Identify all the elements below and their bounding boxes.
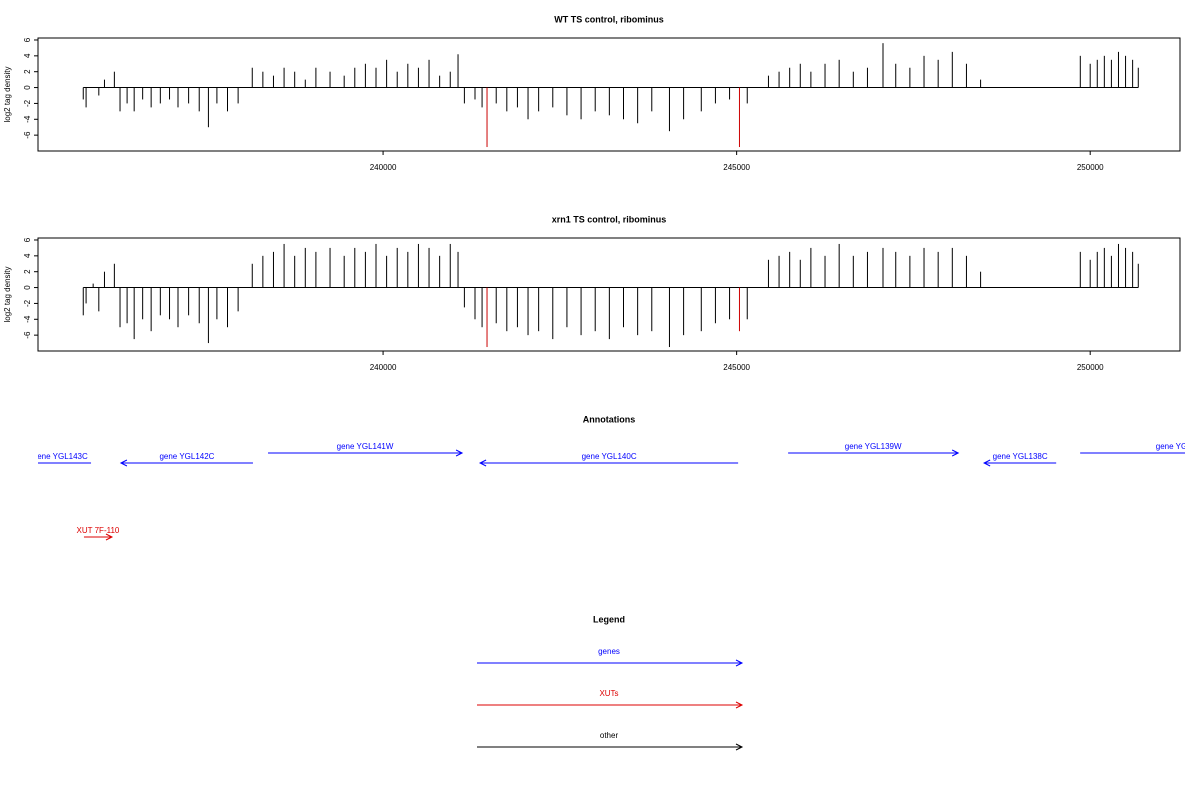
y-axis-label: log2 tag density [3,266,12,322]
x-tick-label: 240000 [370,163,397,172]
plot-frame [37,237,1181,352]
x-tick-label: 250000 [1077,163,1104,172]
y-tick-label: 0 [23,285,32,290]
feature-track: gene YGL143C gene YGL142C gene YGL141W gene… [30,442,1200,541]
feature-label: gene YGL141W [337,442,394,451]
y-tick-label: -6 [23,331,32,339]
legend-label: XUTs [599,689,618,698]
legend-label: genes [598,647,620,656]
y-tick-label: 2 [23,69,32,74]
y-tick-label: -4 [23,115,32,123]
x-tick-label: 250000 [1077,363,1104,372]
track-title: Annotations [583,414,636,424]
feature-label: gene YGL143C [33,452,88,461]
y-tick-label: 0 [23,85,32,90]
x-tick-label: 240000 [370,363,397,372]
y-axis-label: log2 tag density [3,66,12,122]
x-tick-label: 245000 [723,163,750,172]
y-tick-label: 4 [23,253,32,258]
y-tick-label: 2 [23,269,32,274]
y-tick-label: 4 [23,53,32,58]
feature-label: gene YGL140C [582,452,637,461]
y-tick-label: -4 [23,315,32,323]
feature-label: XUT 7F-110 [77,526,120,535]
feature-label: gene YGL137W [1156,442,1200,451]
arrow-head [735,659,744,667]
plot-frame [37,37,1181,152]
y-tick-label: -2 [23,99,32,107]
legend-title: Legend [593,614,625,624]
y-tick-label: -6 [23,131,32,139]
arrow-head [735,743,744,751]
y-tick-label: 6 [23,37,32,42]
feature-label: gene YGL142C [159,452,214,461]
arrow-head [30,460,36,466]
legend-label: other [600,731,619,740]
y-tick-label: -2 [23,299,32,307]
y-tick-label: 6 [23,237,32,242]
feature-label: gene YGL138C [993,452,1048,461]
x-tick-label: 245000 [723,363,750,372]
feature-label: gene YGL139W [845,442,902,451]
panel-title: xrn1 TS control, ribominus [552,214,667,224]
panel-title: WT TS control, ribominus [554,14,664,24]
arrow-head [735,701,744,709]
